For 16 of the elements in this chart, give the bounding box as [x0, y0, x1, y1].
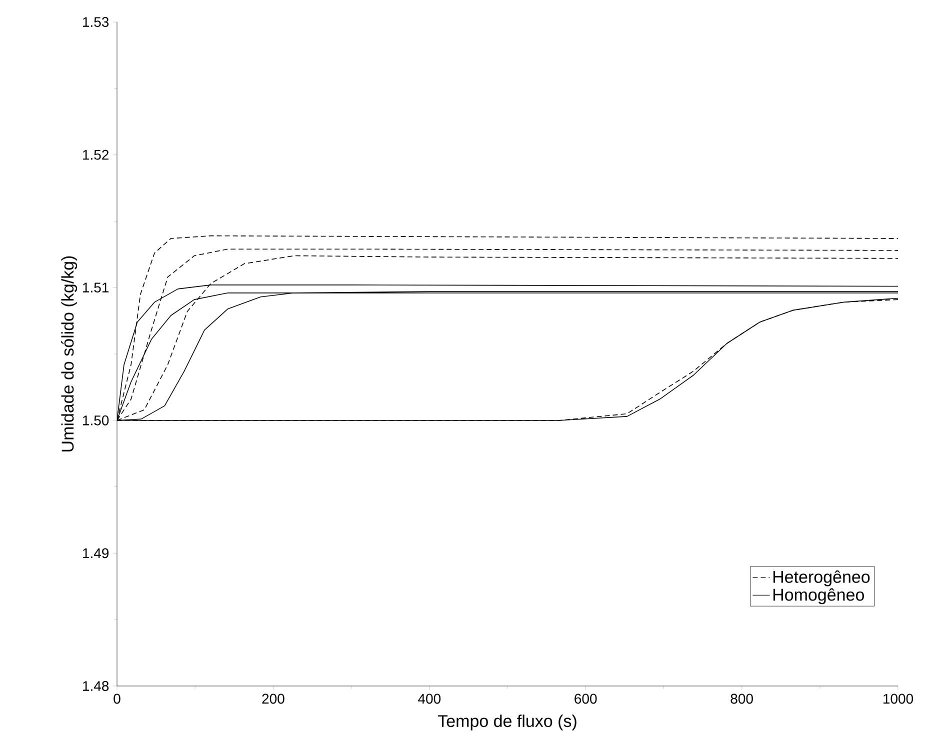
y-tick-label: 1.52: [83, 150, 108, 160]
legend-label: Homogêneo: [773, 588, 864, 604]
y-tick-label: 1.49: [83, 548, 109, 558]
y-tick-label: 1.53: [83, 17, 109, 27]
x-axis-title: Tempo de fluxo (s): [438, 714, 576, 730]
x-tick-label: 200: [262, 694, 284, 704]
legend-label: Heterogêneo: [773, 570, 870, 586]
x-tick-label: 1000: [884, 694, 914, 704]
x-tick-label: 400: [418, 694, 441, 704]
y-tick-label: 1.50: [83, 415, 109, 426]
y-tick-label: 1.48: [83, 681, 109, 691]
x-tick-label: 600: [574, 694, 597, 704]
x-tick-label: 800: [730, 694, 753, 704]
y-tick-label: 1.51: [83, 282, 109, 292]
x-tick-label: 0: [114, 694, 120, 704]
y-axis-title: Umidade do sólido (kg/kg): [61, 256, 78, 452]
